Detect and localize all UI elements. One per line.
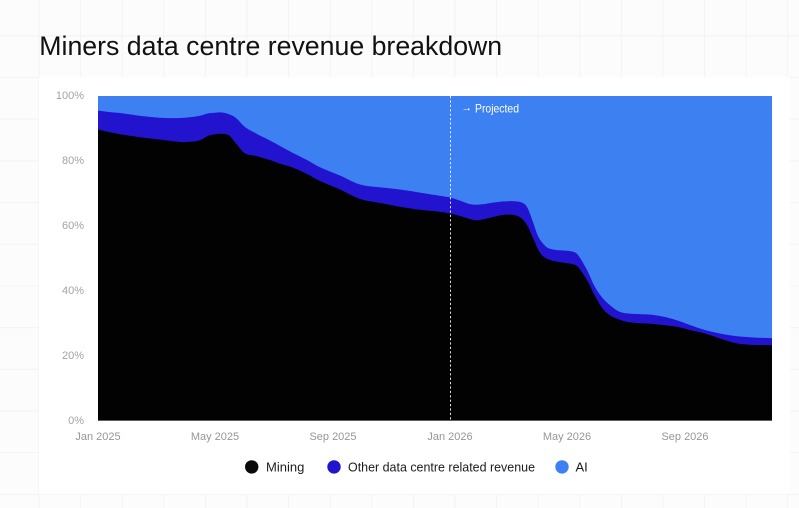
- svg-text:Mining: Mining: [266, 460, 304, 475]
- svg-text:→: →: [462, 102, 473, 114]
- svg-text:Other data centre related reve: Other data centre related revenue: [348, 460, 535, 475]
- svg-text:Projected: Projected: [475, 102, 519, 116]
- svg-text:AI: AI: [576, 460, 588, 475]
